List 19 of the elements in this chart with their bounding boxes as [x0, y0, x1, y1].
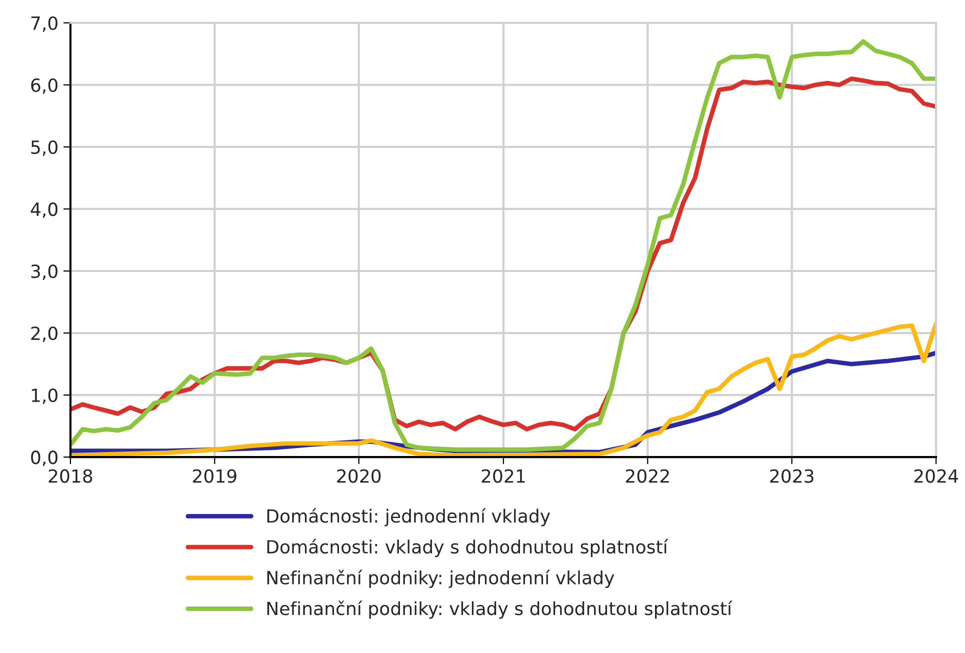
y-tick-label: 3,0 [31, 264, 58, 280]
x-tick-label: 2020 [337, 469, 381, 483]
legend-label: Nefinanční podniky: vklady s dohodnutou splatností [267, 600, 732, 619]
x-tick-label: 2022 [626, 469, 669, 483]
legend-label: Nefinanční podniky: jednodenní vklady [267, 570, 614, 588]
y-tick-label: 7,0 [31, 16, 58, 32]
y-tick-label: 2,0 [31, 326, 58, 342]
y-tick-label: 1,0 [32, 388, 58, 404]
legend-label: Domácnosti: jednodenní vklady [267, 508, 550, 526]
y-tick-label: 4,0 [30, 202, 58, 218]
y-tick-label: 6,0 [31, 78, 58, 94]
x-tick-label: 2021 [482, 469, 525, 483]
x-tick-label: 2024 [914, 469, 958, 483]
y-tick-label: 5,0 [31, 140, 58, 156]
x-tick-label: 2019 [192, 469, 236, 483]
x-tick-label: 2018 [48, 469, 92, 483]
legend-label: Domácnosti: vklady s dohodnutou splatností [267, 538, 668, 558]
y-tick-label: 0,0 [31, 450, 58, 466]
x-tick-label: 2023 [770, 469, 814, 483]
